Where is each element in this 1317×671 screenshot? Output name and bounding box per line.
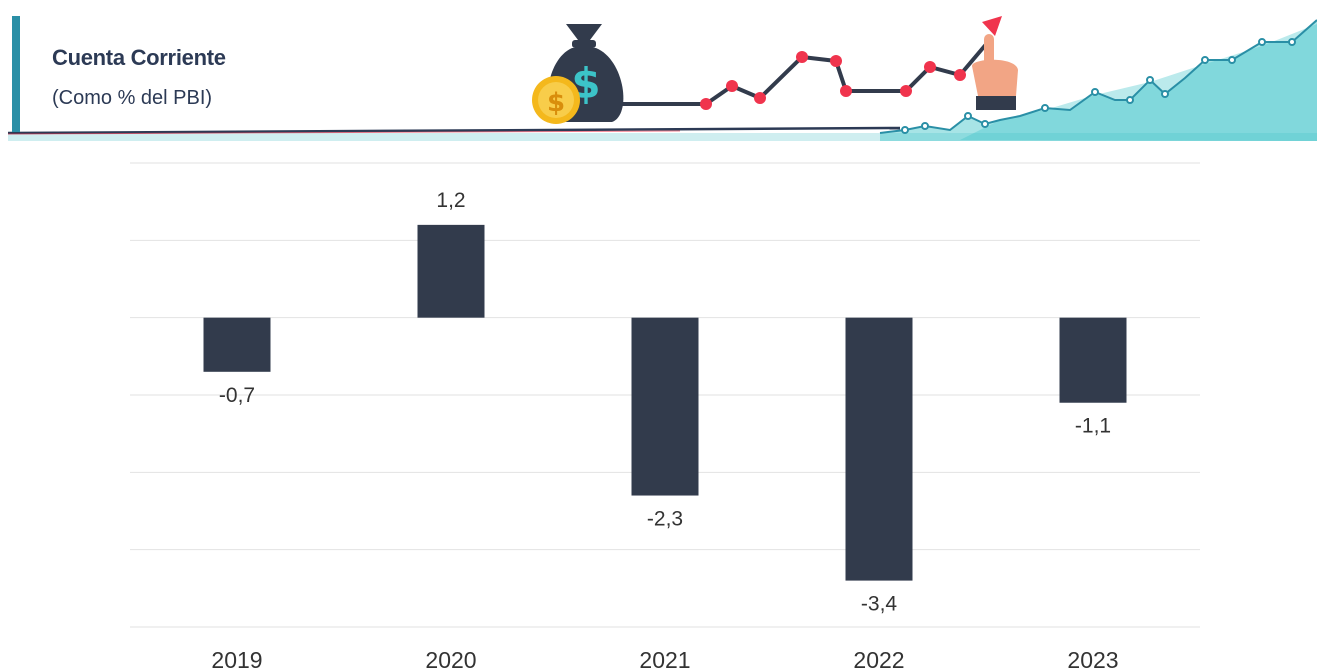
x-tick-label-2023: 2023 xyxy=(1067,647,1118,671)
header-illustration: $ $ xyxy=(7,16,1317,141)
data-label-2019: -0,7 xyxy=(219,384,255,407)
data-label-2022: -3,4 xyxy=(861,593,898,616)
decorative-area-chart xyxy=(879,19,1317,141)
x-tick-label-2020: 2020 xyxy=(425,647,476,671)
coin-icon: $ xyxy=(532,76,580,124)
pointing-hand-icon xyxy=(972,34,1018,110)
data-label-2021: -2,3 xyxy=(647,508,683,531)
bar-2019 xyxy=(203,317,271,372)
bar-2021 xyxy=(631,317,699,496)
data-label-2023: -1,1 xyxy=(1075,415,1111,438)
x-tick-label-2021: 2021 xyxy=(639,647,690,671)
x-tick-label-2019: 2019 xyxy=(211,647,262,671)
bar-2023 xyxy=(1059,317,1127,403)
svg-text:$: $ xyxy=(547,88,565,118)
arrow-up-icon xyxy=(982,16,1002,36)
x-tick-label-2022: 2022 xyxy=(853,647,904,671)
chart-title: Cuenta Corriente xyxy=(52,45,226,70)
header-baseline xyxy=(8,133,1317,141)
chart-subtitle: (Como % del PBI) xyxy=(52,87,213,109)
decorative-line-chart xyxy=(620,16,1002,110)
header-underline xyxy=(7,126,901,135)
bar-2022 xyxy=(845,317,913,581)
chart-header: $ $ Cuenta Corriente (Como % del PBI) xyxy=(0,0,1317,145)
header-accent-bar xyxy=(12,16,20,132)
data-label-2020: 1,2 xyxy=(436,189,465,212)
bar-2020 xyxy=(417,224,485,318)
